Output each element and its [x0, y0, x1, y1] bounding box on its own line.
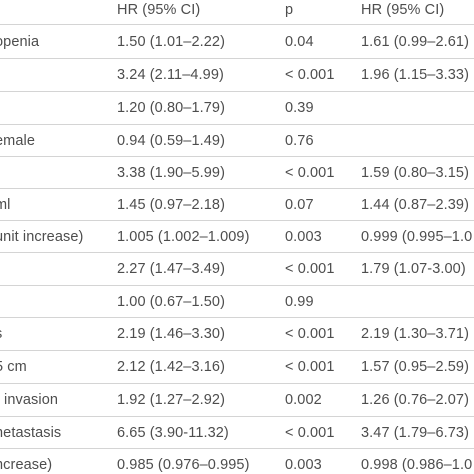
row-label: netastasis	[0, 425, 62, 441]
row-p-value: < 0.001	[285, 326, 335, 342]
row-divider	[0, 156, 474, 157]
row-multivariate-hr: 1.44 (0.87–2.39)	[361, 197, 470, 213]
row-p-value: < 0.001	[285, 165, 335, 181]
header-divider	[0, 24, 474, 25]
row-univariate-hr: 3.24 (2.11–4.99)	[117, 67, 224, 83]
row-multivariate-hr: 1.57 (0.95–2.59)	[361, 359, 470, 375]
row-univariate-hr: 1.005 (1.002–1.009)	[117, 229, 250, 245]
row-divider	[0, 350, 474, 351]
row-p-value: < 0.001	[285, 425, 335, 441]
header-multivariate-hr: HR (95% CI)	[361, 2, 445, 18]
table-row: 3.24 (2.11–4.99) < 0.001 1.96 (1.15–3.33…	[0, 58, 474, 92]
row-divider	[0, 416, 474, 417]
row-label: openia	[0, 34, 40, 50]
row-divider	[0, 220, 474, 221]
row-univariate-hr: 2.19 (1.46–3.30)	[117, 326, 226, 342]
row-p-value: < 0.001	[285, 67, 335, 83]
row-univariate-hr: 1.92 (1.27–2.92)	[117, 392, 226, 408]
row-divider	[0, 91, 474, 92]
row-univariate-hr: 1.50 (1.01–2.22)	[117, 34, 226, 50]
row-divider	[0, 383, 474, 384]
row-divider	[0, 285, 474, 286]
row-divider	[0, 124, 474, 125]
row-p-value: 0.07	[285, 197, 314, 213]
table-row: t 1.00 (0.67–1.50) 0.99	[0, 285, 474, 319]
row-p-value: 0.39	[285, 100, 314, 116]
header-univariate-hr: HR (95% CI)	[117, 2, 201, 18]
row-univariate-hr: 6.65 (3.90-11.32)	[117, 425, 229, 441]
row-univariate-hr: 0.985 (0.976–0.995)	[117, 457, 250, 473]
row-p-value: 0.003	[285, 229, 322, 245]
row-univariate-hr: 0.94 (0.59–1.49)	[117, 133, 226, 149]
table-row: ncrease) 0.985 (0.976–0.995) 0.003 0.998…	[0, 448, 474, 474]
row-label: unit increase)	[0, 229, 84, 245]
table-row: s 2.19 (1.46–3.30) < 0.001 2.19 (1.30–3.…	[0, 317, 474, 351]
table-row: 5 cm 2.12 (1.42–3.16) < 0.001 1.57 (0.95…	[0, 350, 474, 384]
row-label: ml	[0, 197, 11, 213]
row-multivariate-hr: 1.96 (1.15–3.33)	[361, 67, 470, 83]
table-row: 2.27 (1.47–3.49) < 0.001 1.79 (1.07-3.00…	[0, 252, 474, 286]
row-p-value: 0.003	[285, 457, 322, 473]
row-label: ncrease)	[0, 457, 53, 473]
row-multivariate-hr: 1.26 (0.76–2.07)	[361, 392, 470, 408]
row-univariate-hr: 1.20 (0.80–1.79)	[117, 100, 226, 116]
table-row: unit increase) 1.005 (1.002–1.009) 0.003…	[0, 220, 474, 254]
row-divider	[0, 448, 474, 449]
row-p-value: 0.04	[285, 34, 314, 50]
row-multivariate-hr: 1.59 (0.80–3.15)	[361, 165, 470, 181]
row-p-value: 0.002	[285, 392, 322, 408]
row-multivariate-hr: 1.61 (0.99–2.61)	[361, 34, 470, 50]
table-row: 3.38 (1.90–5.99) < 0.001 1.59 (0.80–3.15…	[0, 156, 474, 190]
row-multivariate-hr: 3.47 (1.79–6.73)	[361, 425, 470, 441]
table-row: 1.20 (0.80–1.79) 0.39	[0, 91, 474, 125]
row-univariate-hr: 3.38 (1.90–5.99)	[117, 165, 226, 181]
row-divider	[0, 58, 474, 59]
header-p-value: p	[285, 2, 294, 18]
row-multivariate-hr: 2.19 (1.30–3.71)	[361, 326, 470, 342]
row-label: r invasion	[0, 392, 59, 408]
row-p-value: < 0.001	[285, 359, 335, 375]
row-univariate-hr: 1.00 (0.67–1.50)	[117, 294, 226, 310]
row-univariate-hr: 2.12 (1.42–3.16)	[117, 359, 226, 375]
row-label: s	[0, 317, 2, 351]
row-p-value: 0.99	[285, 294, 314, 310]
row-p-value: < 0.001	[285, 261, 335, 277]
table-row: r invasion 1.92 (1.27–2.92) 0.002 1.26 (…	[0, 383, 474, 417]
table-row: emale 0.94 (0.59–1.49) 0.76	[0, 124, 474, 158]
table-header-row: HR (95% CI) p HR (95% CI)	[0, 0, 474, 20]
row-multivariate-hr: 1.79 (1.07-3.00)	[361, 261, 466, 277]
table-row: ml 1.45 (0.97–2.18) 0.07 1.44 (0.87–2.39…	[0, 188, 474, 222]
row-multivariate-hr: 0.998 (0.986–1.0	[361, 457, 473, 473]
row-multivariate-hr: 0.999 (0.995–1.0	[361, 229, 473, 245]
table-row: openia 1.50 (1.01–2.22) 0.04 1.61 (0.99–…	[0, 25, 474, 59]
row-label: emale	[0, 133, 35, 149]
row-univariate-hr: 2.27 (1.47–3.49)	[117, 261, 226, 277]
row-univariate-hr: 1.45 (0.97–2.18)	[117, 197, 226, 213]
table-row: netastasis 6.65 (3.90-11.32) < 0.001 3.4…	[0, 416, 474, 450]
row-label: 5 cm	[0, 359, 27, 375]
row-divider	[0, 317, 474, 318]
row-p-value: 0.76	[285, 133, 314, 149]
row-divider	[0, 188, 474, 189]
row-divider	[0, 252, 474, 253]
